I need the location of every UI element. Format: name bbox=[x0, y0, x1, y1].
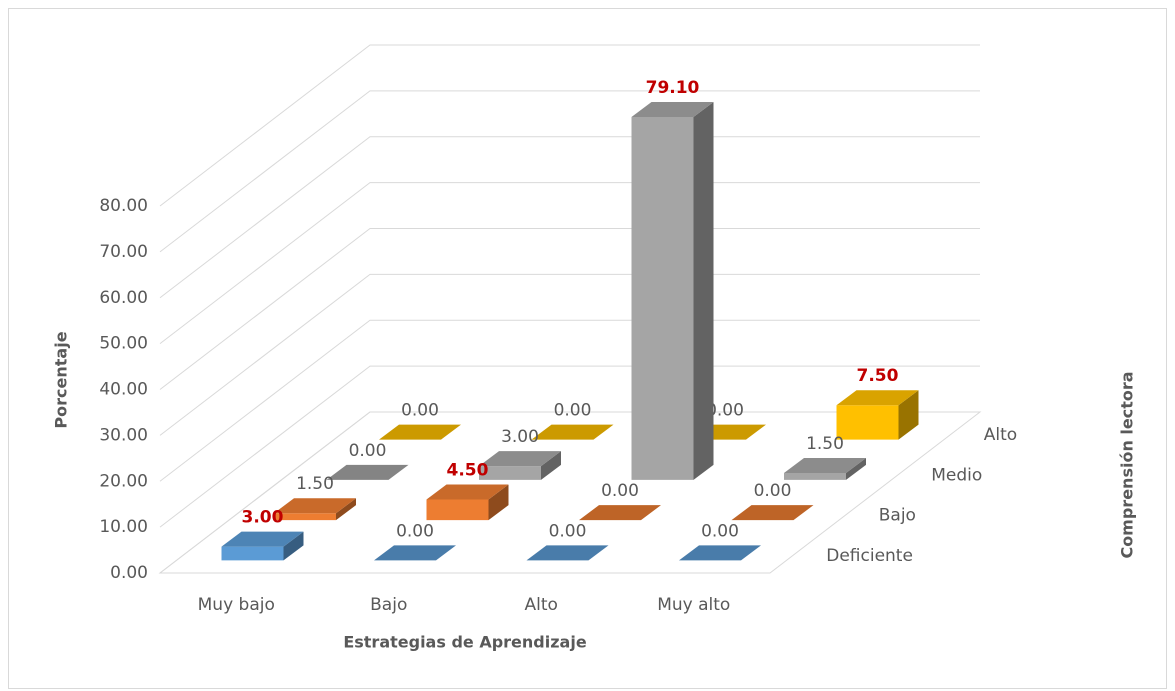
bar-side bbox=[488, 484, 509, 521]
bar-top bbox=[579, 505, 661, 521]
grid-line bbox=[159, 44, 980, 207]
bar bbox=[531, 424, 614, 440]
grid-line bbox=[159, 228, 980, 390]
grid-line bbox=[159, 273, 980, 436]
x-tick-label: Bajo bbox=[370, 595, 407, 615]
data-label: 0.00 bbox=[549, 521, 587, 541]
x-axis-title: Estrategias de Aprendizaje bbox=[343, 633, 586, 652]
bar bbox=[526, 545, 609, 561]
bar bbox=[731, 505, 814, 521]
data-label: 0.00 bbox=[706, 401, 744, 421]
bar-top bbox=[221, 531, 304, 547]
y-axis-title: Porcentaje bbox=[52, 331, 71, 428]
bar-front bbox=[631, 117, 694, 480]
bar-side bbox=[541, 451, 561, 480]
legend-label: Bajo bbox=[879, 506, 916, 526]
x-tick-label: Muy alto bbox=[657, 595, 730, 615]
bar-top bbox=[274, 498, 356, 514]
bar bbox=[579, 505, 661, 521]
grid-line bbox=[159, 319, 980, 482]
x-tick-label: Alto bbox=[525, 595, 558, 615]
legend-label: Deficiente bbox=[826, 546, 913, 566]
data-label: 0.00 bbox=[754, 481, 792, 501]
data-label: 3.00 bbox=[242, 508, 284, 528]
y-tick-label: 10.00 bbox=[99, 517, 148, 537]
bar bbox=[379, 424, 461, 440]
chart-border bbox=[8, 8, 1167, 689]
y-tick-label: 30.00 bbox=[99, 425, 148, 445]
y-tick-label: 60.00 bbox=[99, 288, 148, 308]
bar-top bbox=[531, 424, 614, 440]
bar-top bbox=[326, 464, 409, 480]
bar-front bbox=[479, 466, 541, 480]
bar-top bbox=[679, 545, 761, 561]
bar-side bbox=[898, 390, 919, 440]
bar bbox=[426, 484, 509, 521]
data-label: 3.00 bbox=[501, 427, 539, 447]
x-tick-label: Muy bajo bbox=[198, 595, 275, 615]
bar bbox=[836, 390, 919, 440]
y-tick-label: 40.00 bbox=[99, 380, 148, 400]
data-label: 1.50 bbox=[806, 434, 844, 454]
y-tick-label: 70.00 bbox=[99, 242, 148, 262]
legend-label: Medio bbox=[931, 465, 982, 485]
bar-side bbox=[693, 102, 714, 480]
bar-top bbox=[374, 545, 456, 561]
bar-top bbox=[526, 545, 609, 561]
bar bbox=[784, 457, 866, 480]
depth-axis-title: Comprensión lectora bbox=[1118, 371, 1137, 558]
data-label: 0.00 bbox=[396, 521, 434, 541]
bar-front bbox=[426, 499, 489, 521]
data-label: 0.00 bbox=[401, 401, 439, 421]
y-tick-label: 50.00 bbox=[99, 334, 148, 354]
y-tick-label: 0.00 bbox=[110, 563, 148, 583]
bar bbox=[221, 531, 304, 561]
grid-line bbox=[159, 182, 980, 345]
data-label: 7.50 bbox=[857, 366, 899, 386]
data-label: 0.00 bbox=[601, 481, 639, 501]
bar-top bbox=[784, 457, 866, 473]
bar-top bbox=[836, 390, 919, 406]
bar-top bbox=[379, 424, 461, 440]
bar-side bbox=[846, 457, 866, 480]
bar-top bbox=[426, 484, 509, 500]
bar bbox=[631, 102, 714, 480]
bar-front bbox=[221, 546, 284, 561]
data-label: 79.10 bbox=[646, 78, 700, 98]
y-tick-label: 20.00 bbox=[99, 471, 148, 491]
bar-front bbox=[784, 472, 846, 480]
bar-front bbox=[836, 405, 899, 440]
grid-line bbox=[159, 90, 980, 253]
bar-front bbox=[274, 513, 336, 521]
legend-label: Alto bbox=[984, 425, 1017, 445]
data-label: 0.00 bbox=[554, 401, 592, 421]
grid-line bbox=[159, 136, 980, 299]
data-label: 0.00 bbox=[349, 441, 387, 461]
data-label: 0.00 bbox=[701, 521, 739, 541]
grid-line bbox=[159, 365, 980, 528]
bar bbox=[274, 498, 356, 521]
bar-side bbox=[336, 498, 356, 521]
bar bbox=[374, 545, 456, 561]
bar-top bbox=[479, 451, 561, 467]
data-label: 4.50 bbox=[447, 460, 489, 480]
bar bbox=[326, 464, 409, 480]
bar bbox=[679, 545, 761, 561]
y-tick-label: 80.00 bbox=[99, 196, 148, 216]
data-label: 1.50 bbox=[296, 474, 334, 494]
grid-line bbox=[159, 411, 980, 574]
bar bbox=[479, 451, 561, 480]
bar-side bbox=[283, 531, 304, 561]
bar-top bbox=[631, 102, 714, 118]
bar-top bbox=[731, 505, 814, 521]
